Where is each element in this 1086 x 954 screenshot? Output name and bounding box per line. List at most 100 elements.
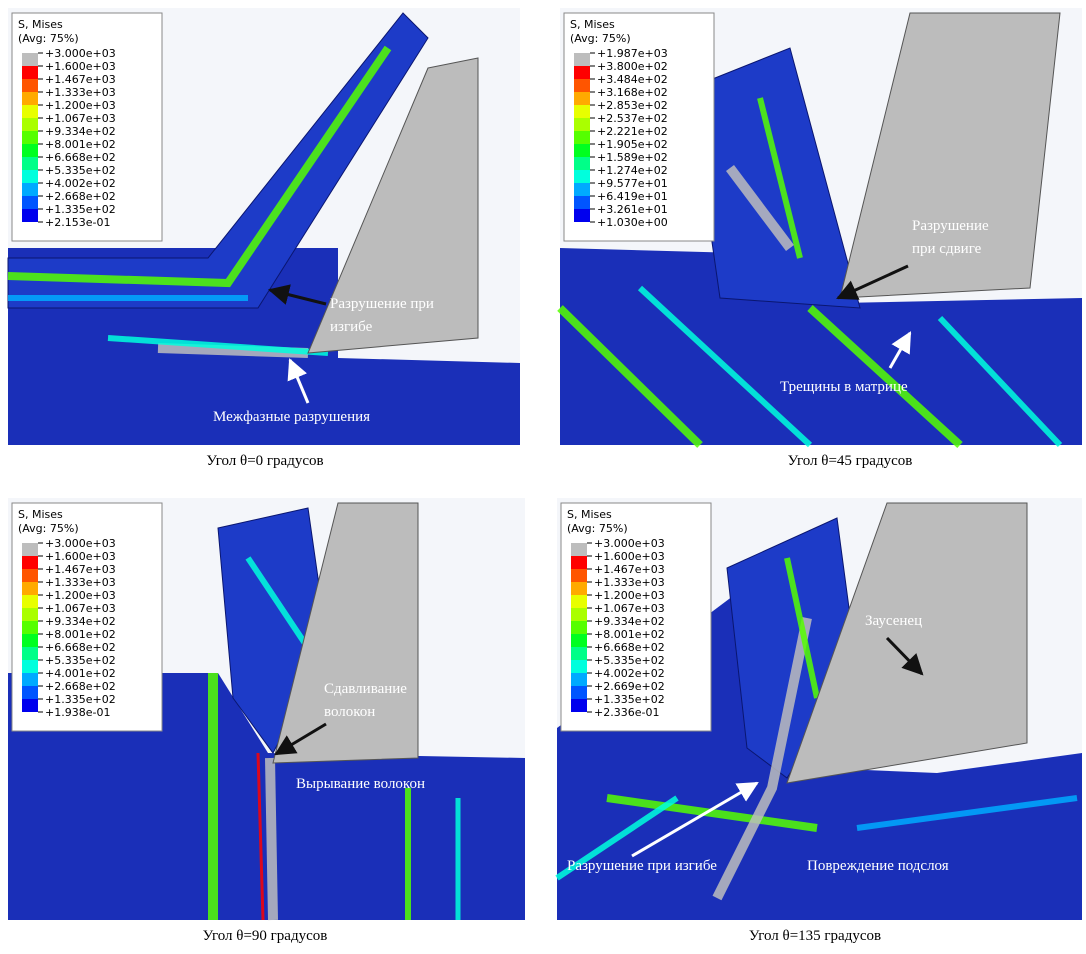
legend-label: +3.000e+03 (45, 537, 116, 550)
legend-swatch (574, 196, 590, 209)
legend-label: +1.987e+03 (597, 47, 668, 60)
legend-swatch (571, 660, 587, 673)
legend-title: S, Mises (18, 508, 63, 521)
legend-label: +9.334e+02 (45, 615, 116, 628)
legend-label: +1.200e+03 (45, 589, 116, 602)
legend-label: +4.002e+02 (594, 667, 665, 680)
legend: S, Mises(Avg: 75%)+3.000e+03+1.600e+03+1… (12, 13, 162, 241)
legend-swatch (571, 647, 587, 660)
legend-label: +1.067e+03 (45, 112, 116, 125)
legend-swatch (22, 673, 38, 686)
legend-swatch (571, 673, 587, 686)
legend-swatch (574, 144, 590, 157)
legend-label: +3.000e+03 (45, 47, 116, 60)
legend-swatch (22, 582, 38, 595)
caption: Угол θ=90 градусов (203, 928, 328, 944)
legend-label: +1.067e+03 (45, 602, 116, 615)
legend-swatch (571, 569, 587, 582)
annotation: волокон (324, 704, 375, 720)
legend-swatch (22, 66, 38, 79)
legend-label: +2.853e+02 (597, 99, 668, 112)
panel: S, Mises(Avg: 75%)+3.000e+03+1.600e+03+1… (8, 8, 520, 445)
caption: Угол θ=0 градусов (206, 453, 323, 469)
legend-swatch (574, 209, 590, 222)
legend-swatch (571, 582, 587, 595)
legend-label: +2.153e-01 (45, 216, 110, 229)
annotation: Разрушение при изгибе (567, 858, 717, 874)
legend-label: +5.335e+02 (594, 654, 665, 667)
annotation: Разрушение (912, 218, 989, 234)
legend-label: +4.001e+02 (45, 667, 116, 680)
legend-swatch (571, 621, 587, 634)
panel: S, Mises(Avg: 75%) +1.987e+03+3.800e+02 +3… (560, 8, 1082, 445)
legend-label: +2.668e+02 (45, 680, 116, 693)
annotation: Вырывание волокон (296, 776, 425, 792)
legend-swatch (22, 660, 38, 673)
legend-subtitle: (Avg: 75%) (570, 32, 631, 45)
legend-swatch (574, 92, 590, 105)
legend-label: +1.274e+02 (597, 164, 668, 177)
legend-label: +8.001e+02 (45, 138, 116, 151)
legend-swatch (22, 157, 38, 170)
legend-label: +3.800e+02 (597, 60, 668, 73)
legend-label: +1.200e+03 (45, 99, 116, 112)
legend-swatch (22, 595, 38, 608)
legend-label: +6.668e+02 (594, 641, 665, 654)
legend-label: +6.668e+02 (45, 151, 116, 164)
legend-swatch (571, 595, 587, 608)
legend-swatch (571, 686, 587, 699)
legend-subtitle: (Avg: 75%) (18, 522, 79, 535)
legend-label: +5.335e+02 (45, 164, 116, 177)
legend-label: +9.334e+02 (45, 125, 116, 138)
legend-label: +3.168e+02 (597, 86, 668, 99)
caption: Угол θ=45 градусов (788, 453, 913, 469)
annotation: Повреждение подслоя (807, 858, 949, 874)
legend-swatch (574, 105, 590, 118)
legend-label: +1.333e+03 (45, 86, 116, 99)
legend-label: +2.537e+02 (597, 112, 668, 125)
legend-label: +9.334e+02 (594, 615, 665, 628)
legend-label: +1.335e+02 (45, 203, 116, 216)
legend-label: +2.221e+02 (597, 125, 668, 138)
legend-label: +1.589e+02 (597, 151, 668, 164)
legend-swatch (22, 144, 38, 157)
legend-swatch (22, 131, 38, 144)
legend-label: +4.002e+02 (45, 177, 116, 190)
legend-swatch (22, 118, 38, 131)
legend-title: S, Mises (567, 508, 612, 521)
legend-swatch (22, 608, 38, 621)
legend-swatch (574, 66, 590, 79)
legend-label: +2.669e+02 (594, 680, 665, 693)
legend-label: +1.938e-01 (45, 706, 110, 719)
annotation: Трещины в матрице (780, 379, 908, 395)
legend-label: +1.600e+03 (45, 60, 116, 73)
legend-title: S, Mises (570, 18, 615, 31)
legend-label: +1.067e+03 (594, 602, 665, 615)
legend-swatch (574, 157, 590, 170)
legend-title: S, Mises (18, 18, 63, 31)
legend-label: +1.905e+02 (597, 138, 668, 151)
legend-label: +1.030e+00 (597, 216, 668, 229)
legend-swatch (22, 556, 38, 569)
legend-swatch (22, 634, 38, 647)
legend-label: +1.467e+03 (594, 563, 665, 576)
panel: S, Mises(Avg: 75%)+3.000e+03+1.600e+03+1… (557, 498, 1082, 920)
legend-label: +1.600e+03 (45, 550, 116, 563)
legend-label: +1.600e+03 (594, 550, 665, 563)
annotation: Межфазные разрушения (213, 409, 370, 425)
legend-label: +1.335e+02 (594, 693, 665, 706)
legend-label: +3.261e+01 (597, 203, 668, 216)
legend-label: +2.336e-01 (594, 706, 659, 719)
legend-label: +6.419e+01 (597, 190, 668, 203)
legend-swatch (571, 556, 587, 569)
legend-label: +5.335e+02 (45, 654, 116, 667)
legend-swatch (571, 543, 587, 556)
legend-swatch (574, 131, 590, 144)
figure: S, Mises(Avg: 75%)+3.000e+03+1.600e+03+1… (0, 0, 1086, 954)
legend-swatch (22, 699, 38, 712)
legend-swatch (22, 209, 38, 222)
legend-label: +9.577e+01 (597, 177, 668, 190)
legend-swatch (571, 699, 587, 712)
legend-label: +8.001e+02 (594, 628, 665, 641)
annotation: при сдвиге (912, 241, 982, 257)
